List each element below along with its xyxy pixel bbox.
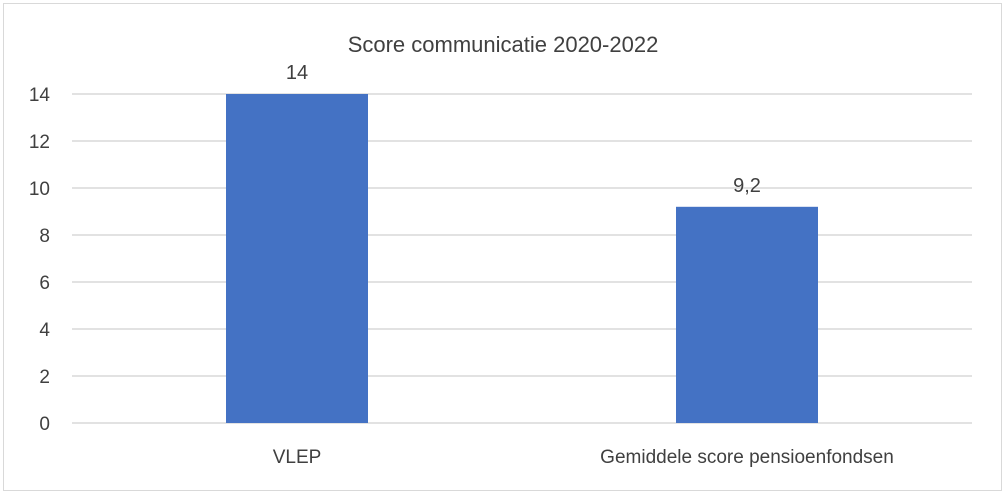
data-label: 14 <box>286 62 308 84</box>
category-labels: VLEP Gemiddele score pensioenfondsen <box>273 447 894 468</box>
y-tick-label: 4 <box>39 320 50 341</box>
bars <box>226 94 818 423</box>
y-tick-label: 12 <box>29 132 50 153</box>
y-tick-label: 10 <box>29 179 50 200</box>
data-labels: 149,2 <box>286 62 761 197</box>
bar <box>676 206 818 423</box>
y-tick-label: 8 <box>39 226 50 247</box>
y-tick-label: 0 <box>39 414 50 435</box>
bar <box>226 94 368 423</box>
gridlines <box>72 93 972 424</box>
y-tick-label: 14 <box>29 85 51 106</box>
category-label: VLEP <box>273 447 322 468</box>
category-label: Gemiddele score pensioenfondsen <box>600 447 894 468</box>
data-label: 9,2 <box>733 175 761 197</box>
y-tick-labels: 0 2 4 6 8 10 12 14 <box>29 85 51 435</box>
chart-frame <box>3 3 1002 491</box>
y-tick-label: 2 <box>39 367 50 388</box>
y-tick-label: 6 <box>39 273 50 294</box>
chart-title: Score communicatie 2020-2022 <box>348 32 659 57</box>
